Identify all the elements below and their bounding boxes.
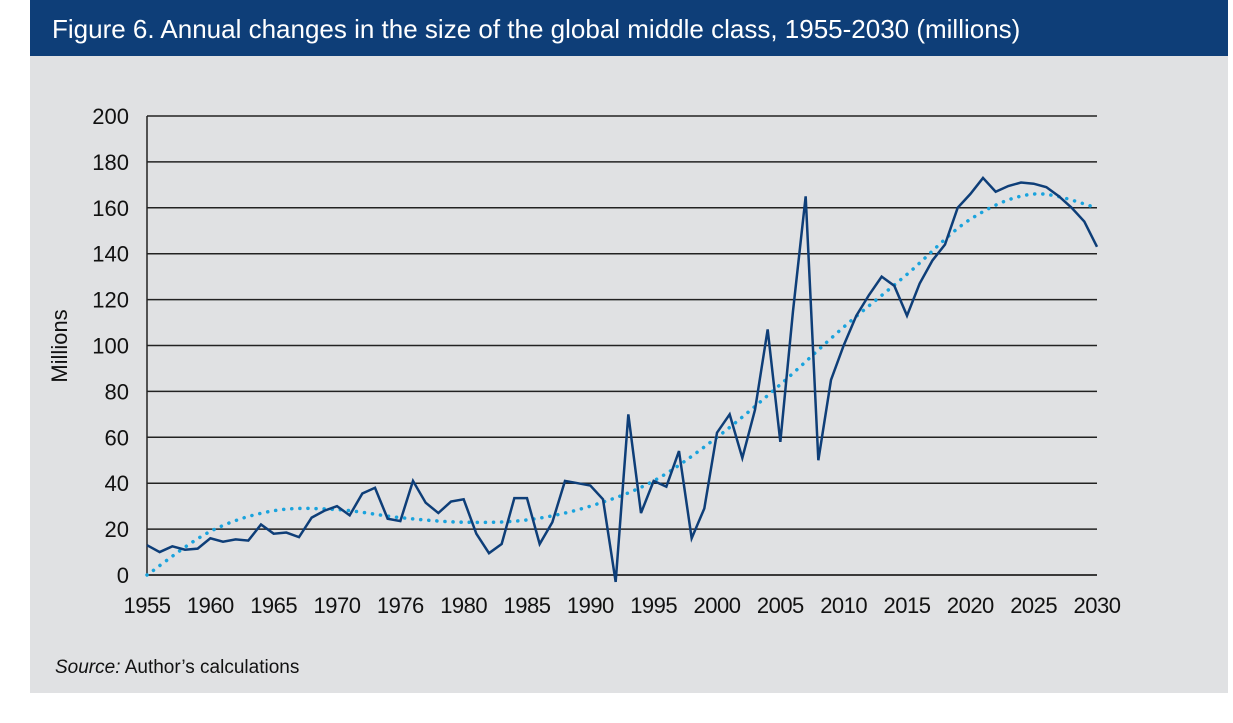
y-tick-label: 120 — [92, 288, 129, 313]
y-tick-label: 80 — [105, 379, 129, 404]
x-tick-label: 2000 — [694, 593, 741, 618]
x-tick-label: 1970 — [314, 593, 361, 618]
source-text: Author’s calculations — [120, 657, 300, 678]
y-tick-label: 0 — [117, 563, 129, 588]
x-tick-label: 2015 — [884, 593, 931, 618]
y-tick-label: 20 — [105, 517, 129, 542]
x-tick-label: 1960 — [187, 593, 234, 618]
y-tick-label: 40 — [105, 471, 129, 496]
x-tick-label: 2020 — [947, 593, 994, 618]
y-tick-label: 140 — [92, 242, 129, 267]
source-note: Source: Author’s calculations — [55, 657, 299, 679]
y-tick-label: 100 — [92, 334, 129, 359]
x-tick-label: 1995 — [630, 593, 677, 618]
source-label: Source: — [55, 657, 121, 678]
x-tick-label: 2005 — [757, 593, 804, 618]
x-tick-label: 1985 — [504, 593, 551, 618]
x-tick-label: 2010 — [820, 593, 867, 618]
y-tick-label: 200 — [92, 104, 129, 129]
x-tick-label: 2025 — [1010, 593, 1057, 618]
y-tick-label: 60 — [105, 425, 129, 450]
x-tick-label: 2030 — [1074, 593, 1121, 618]
figure-title: Figure 6. Annual changes in the size of … — [30, 0, 1228, 56]
x-tick-label: 1965 — [250, 593, 297, 618]
series-line — [146, 176, 1099, 583]
x-tick-label: 1980 — [440, 593, 487, 618]
y-tick-label: 160 — [92, 196, 129, 221]
y-tick-label: 180 — [92, 150, 129, 175]
x-tick-label: 1955 — [124, 593, 171, 618]
y-axis-label: Millions — [47, 309, 72, 382]
x-tick-label: 1990 — [567, 593, 614, 618]
x-tick-label: 1976 — [377, 593, 424, 618]
trend-line — [145, 192, 1099, 577]
